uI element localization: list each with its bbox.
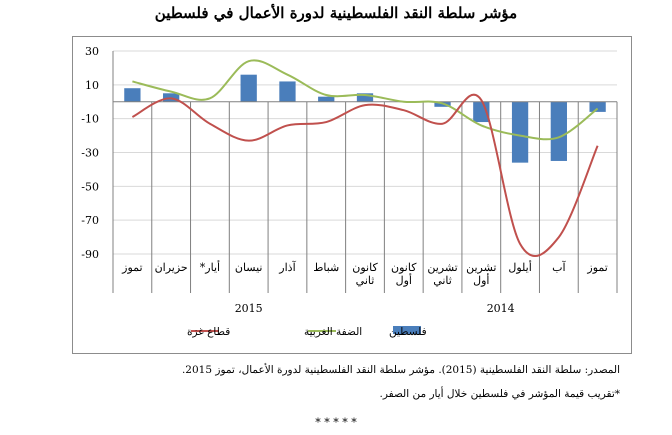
x-tick-label: حزيران	[155, 261, 188, 274]
line-west-bank	[132, 59, 599, 141]
separator-stars: * * * * *	[315, 416, 357, 429]
x-tick-label: تموز	[586, 261, 607, 274]
x-tick-label: أيلول	[508, 260, 531, 274]
year-label: 2014	[487, 302, 515, 315]
x-tick-label: شباط	[313, 261, 339, 274]
y-tick-label: -10	[81, 113, 99, 126]
x-tick-label: تشرين	[466, 261, 496, 274]
x-tick-label: أيار*	[200, 260, 220, 274]
x-tick-label: أول	[473, 273, 489, 287]
y-tick-label: -90	[81, 248, 99, 261]
bar-palestine	[240, 74, 257, 102]
x-tick-label: ثاني	[433, 274, 452, 287]
bar-palestine	[356, 93, 374, 102]
x-tick-label: تموز	[121, 261, 142, 274]
line-gaza	[131, 93, 599, 257]
x-tick-label: تشرين	[427, 261, 457, 274]
x-tick-label: ثاني	[356, 274, 375, 287]
bar-palestine	[589, 101, 606, 112]
legend-palestine-label: فلسطين	[389, 326, 427, 338]
bar-palestine	[511, 101, 529, 163]
y-tick-label: 10	[85, 79, 99, 92]
bar-palestine	[279, 81, 296, 102]
chart-title: مؤشر سلطة النقد الفلسطينية لدورة الأعمال…	[154, 4, 518, 22]
x-tick-label: أول	[396, 273, 412, 287]
bar-palestine	[124, 88, 141, 102]
y-tick-label: -30	[81, 147, 99, 160]
legend-palestine-swatch	[393, 326, 421, 334]
bar-palestine	[318, 96, 335, 102]
y-tick-label: 30	[85, 45, 99, 58]
legend-gaza-label: قطاع غزة	[187, 326, 230, 338]
x-tick-label: كانون	[391, 261, 417, 274]
y-tick-label: -50	[81, 180, 99, 193]
x-tick-label: كانون	[352, 261, 378, 274]
legend-west-bank-label: الضفة الغربية	[304, 326, 362, 338]
bar-palestine	[550, 101, 567, 161]
x-tick-label: آذار	[278, 261, 296, 274]
chart-frame: 30 10 -10 -30 -50 -70 -90 تموز آب أيلول تشرين أول تش…	[72, 36, 632, 354]
x-tick-label: آب	[552, 261, 566, 274]
year-label: 2015	[235, 302, 263, 315]
x-tick-label: نيسان	[235, 261, 263, 274]
footnote: *تقريب قيمة المؤشر في فلسطين خلال أيار م…	[379, 388, 621, 400]
y-tick-label: -70	[81, 214, 99, 227]
source-note: المصدر: سلطة النقد الفلسطينية (2015). مؤ…	[181, 364, 620, 376]
chart-svg: 3010-10-30-50-70-90تموزآبأيلولتشرينأولتش…	[81, 45, 618, 338]
